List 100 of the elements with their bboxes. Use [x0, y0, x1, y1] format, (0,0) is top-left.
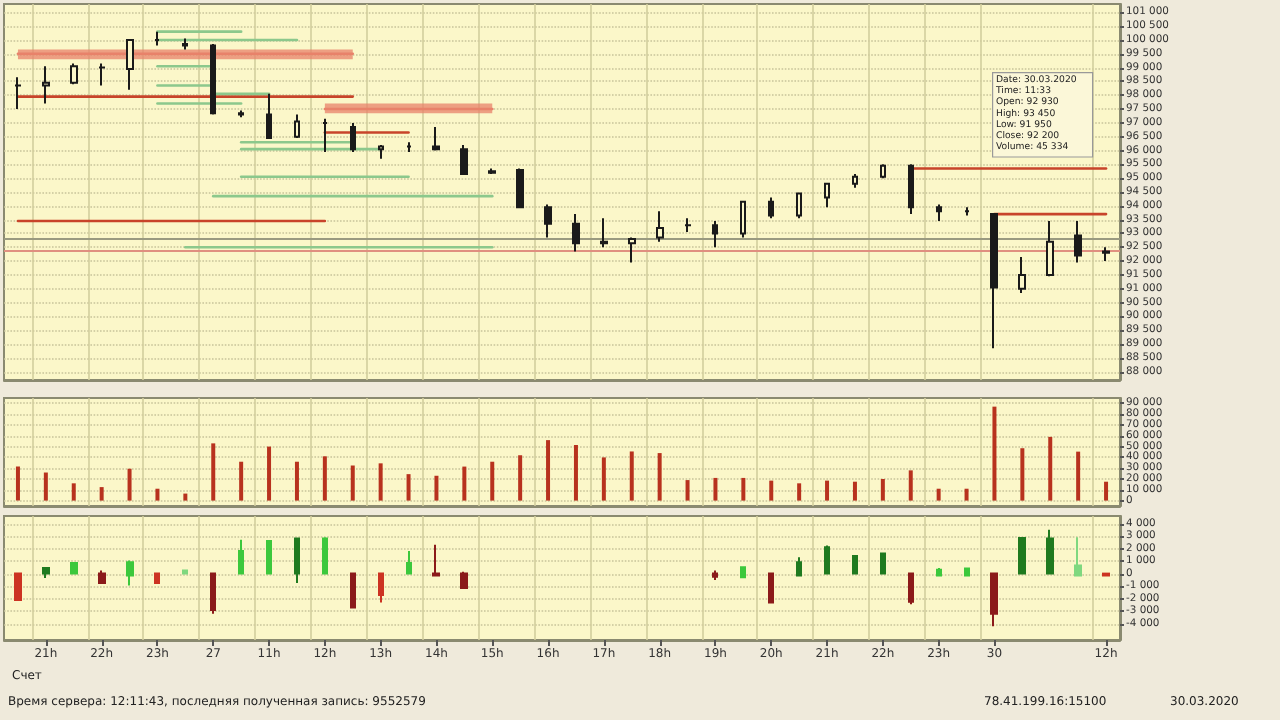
candlestick [14, 76, 22, 111]
bar [183, 493, 188, 501]
bar [378, 463, 383, 501]
bar [908, 470, 913, 501]
candlestick [908, 572, 914, 606]
candlestick [516, 167, 524, 209]
bar [71, 483, 76, 501]
candlestick [824, 182, 830, 209]
candlestick [322, 536, 328, 575]
candlestick [852, 555, 858, 575]
candlestick [238, 109, 244, 119]
candlestick [432, 543, 440, 577]
bar [936, 488, 941, 501]
candlestick [70, 561, 78, 575]
candlestick [350, 121, 356, 153]
candlestick [70, 62, 78, 86]
candlestick [42, 566, 50, 579]
candlestick [154, 30, 160, 47]
candlestick [1046, 220, 1054, 278]
bar [406, 474, 411, 501]
candlestick [768, 196, 774, 220]
bar [657, 453, 662, 501]
bar [573, 444, 578, 501]
candlestick [378, 572, 384, 604]
candlestick [432, 126, 440, 152]
candlestick [852, 173, 858, 189]
candlestick [1074, 220, 1082, 264]
bar [99, 487, 104, 501]
bar [741, 477, 746, 501]
candlestick [740, 565, 746, 579]
bar [490, 461, 495, 501]
bar [294, 461, 299, 501]
candlestick [768, 572, 774, 604]
bar [769, 480, 774, 501]
candlestick [628, 236, 636, 264]
candlestick [740, 200, 746, 239]
bar [1104, 481, 1109, 501]
candlestick [990, 213, 998, 350]
candlestick [460, 144, 468, 176]
bar [601, 457, 606, 501]
bar [518, 455, 523, 501]
candlestick [98, 62, 106, 87]
candlestick [350, 572, 356, 609]
bar [1076, 451, 1081, 501]
bar [239, 461, 244, 501]
bar [322, 456, 327, 501]
candlestick [1018, 255, 1026, 294]
bar [880, 479, 885, 501]
candlestick [796, 556, 802, 577]
candlestick [824, 544, 830, 575]
candlestick [880, 552, 886, 575]
candlestick [936, 203, 942, 223]
candlestick [1046, 528, 1054, 575]
candlestick [294, 113, 300, 140]
bar [43, 472, 48, 501]
candlestick [182, 569, 188, 575]
candlestick [1018, 536, 1026, 575]
candlestick [908, 163, 914, 216]
candlestick [126, 38, 134, 91]
candlestick [266, 92, 272, 140]
candlestick [406, 550, 412, 575]
bar [992, 406, 997, 501]
bar [15, 466, 20, 501]
candlestick [488, 167, 496, 176]
candlestick [238, 538, 244, 575]
bar [546, 440, 551, 501]
candlestick [378, 144, 384, 160]
candlestick [712, 220, 718, 249]
candlestick [936, 566, 942, 577]
candlestick [1102, 246, 1110, 263]
candlestick [98, 569, 106, 585]
bar [797, 483, 802, 501]
candlestick [880, 163, 886, 180]
bar [713, 477, 718, 501]
candlestick [294, 537, 300, 585]
bar [852, 481, 857, 501]
candlestick [154, 572, 160, 585]
candlestick [322, 117, 328, 153]
bar [434, 475, 439, 501]
candlestick [210, 43, 216, 116]
candlestick [572, 213, 580, 253]
candlestick [684, 217, 692, 234]
candlestick [990, 572, 998, 628]
bar [127, 468, 132, 501]
bar [629, 451, 634, 501]
candlestick [712, 569, 718, 581]
bar [350, 465, 355, 501]
candlestick [126, 559, 134, 587]
bar [211, 443, 216, 501]
candlestick [796, 192, 802, 220]
bar [685, 480, 690, 501]
candlestick [14, 572, 22, 601]
candlestick [544, 203, 552, 239]
candlestick [266, 540, 272, 575]
bar [964, 488, 969, 501]
bar [825, 480, 830, 501]
candlestick [182, 37, 188, 51]
candlestick [964, 567, 970, 577]
candlestick [42, 65, 50, 105]
bar [462, 466, 467, 501]
